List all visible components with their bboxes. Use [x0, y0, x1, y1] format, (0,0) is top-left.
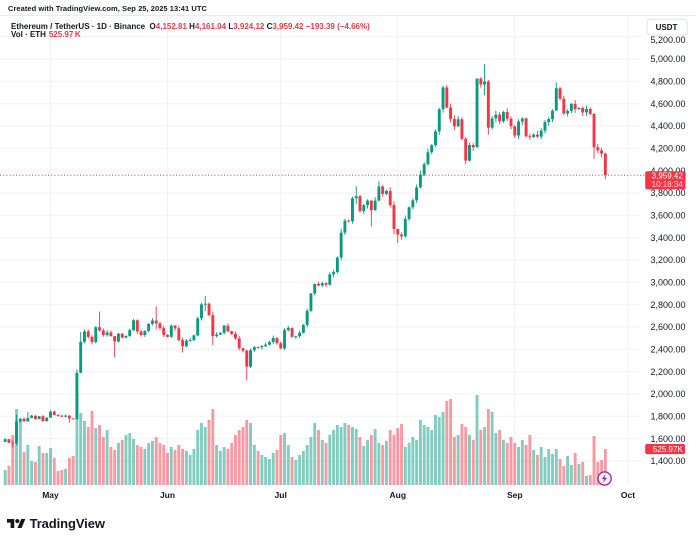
- svg-text:525.97K: 525.97K: [653, 445, 683, 454]
- svg-text:Oct: Oct: [621, 490, 635, 500]
- svg-text:Jul: Jul: [275, 490, 287, 500]
- svg-text:Aug: Aug: [390, 490, 407, 500]
- svg-text:1,800.00: 1,800.00: [650, 412, 685, 422]
- svg-text:3,959.42: 3,959.42: [652, 172, 684, 181]
- svg-text:USDT: USDT: [656, 23, 678, 32]
- svg-text:2,800.00: 2,800.00: [650, 300, 685, 310]
- svg-text:2,200.00: 2,200.00: [650, 367, 685, 377]
- svg-text:May: May: [42, 490, 59, 500]
- svg-text:2,000.00: 2,000.00: [650, 389, 685, 399]
- svg-text:3,200.00: 3,200.00: [650, 255, 685, 265]
- svg-text:4,800.00: 4,800.00: [650, 77, 685, 87]
- svg-text:2,600.00: 2,600.00: [650, 322, 685, 332]
- svg-text:3,800.00: 3,800.00: [650, 188, 685, 198]
- svg-text:3,600.00: 3,600.00: [650, 211, 685, 221]
- svg-text:4,400.00: 4,400.00: [650, 121, 685, 131]
- svg-text:5,000.00: 5,000.00: [650, 54, 685, 64]
- svg-text:5,200.00: 5,200.00: [650, 35, 685, 45]
- svg-text:4,600.00: 4,600.00: [650, 99, 685, 109]
- svg-text:4,200.00: 4,200.00: [650, 144, 685, 154]
- svg-text:10:18:34: 10:18:34: [652, 180, 684, 189]
- svg-text:Sep: Sep: [507, 490, 523, 500]
- svg-text:2,400.00: 2,400.00: [650, 345, 685, 355]
- svg-text:3,000.00: 3,000.00: [650, 278, 685, 288]
- svg-text:4,000.00: 4,000.00: [650, 166, 685, 176]
- svg-text:1,600.00: 1,600.00: [650, 434, 685, 444]
- svg-text:3,400.00: 3,400.00: [650, 233, 685, 243]
- svg-text:1,400.00: 1,400.00: [650, 456, 685, 466]
- svg-text:Jun: Jun: [160, 490, 175, 500]
